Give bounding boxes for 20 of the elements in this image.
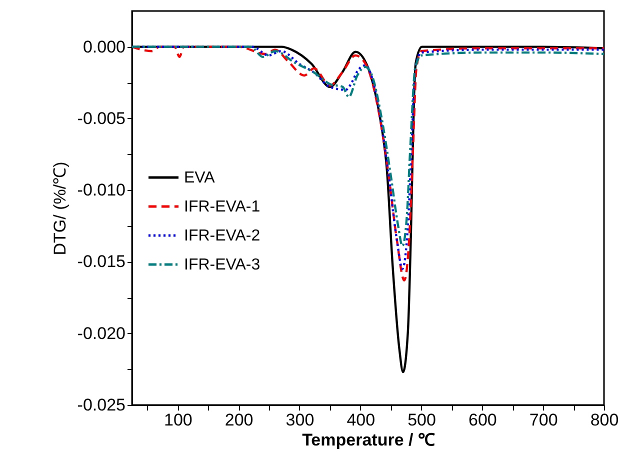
y-axis-title: DTG/ (%/℃) xyxy=(50,162,70,256)
x-tick-label: 600 xyxy=(468,410,497,430)
x-tick-label: 300 xyxy=(286,410,314,430)
legend-label: IFR-EVA-3 xyxy=(184,256,260,274)
y-tick-label: -0.005 xyxy=(77,108,126,128)
y-tick-label: -0.015 xyxy=(77,252,126,272)
x-axis-title: Temperature / ℃ xyxy=(302,430,435,450)
x-tick-label: 200 xyxy=(224,410,254,430)
y-tick-label: -0.020 xyxy=(77,324,126,343)
x-tick-label: 800 xyxy=(590,410,619,430)
y-tick-label: -0.010 xyxy=(77,180,126,200)
x-tick-label: 400 xyxy=(346,410,376,430)
legend-label: IFR-EVA-2 xyxy=(184,228,260,244)
legend-label: EVA xyxy=(184,170,216,186)
x-tick-label: 700 xyxy=(529,410,558,430)
x-tick-label: 100 xyxy=(164,410,192,430)
y-tick-label: 0.000 xyxy=(82,37,126,56)
y-tick-label: -0.025 xyxy=(77,396,126,414)
legend-label: IFR-EVA-1 xyxy=(184,198,260,216)
x-tick-label: 500 xyxy=(408,410,436,430)
